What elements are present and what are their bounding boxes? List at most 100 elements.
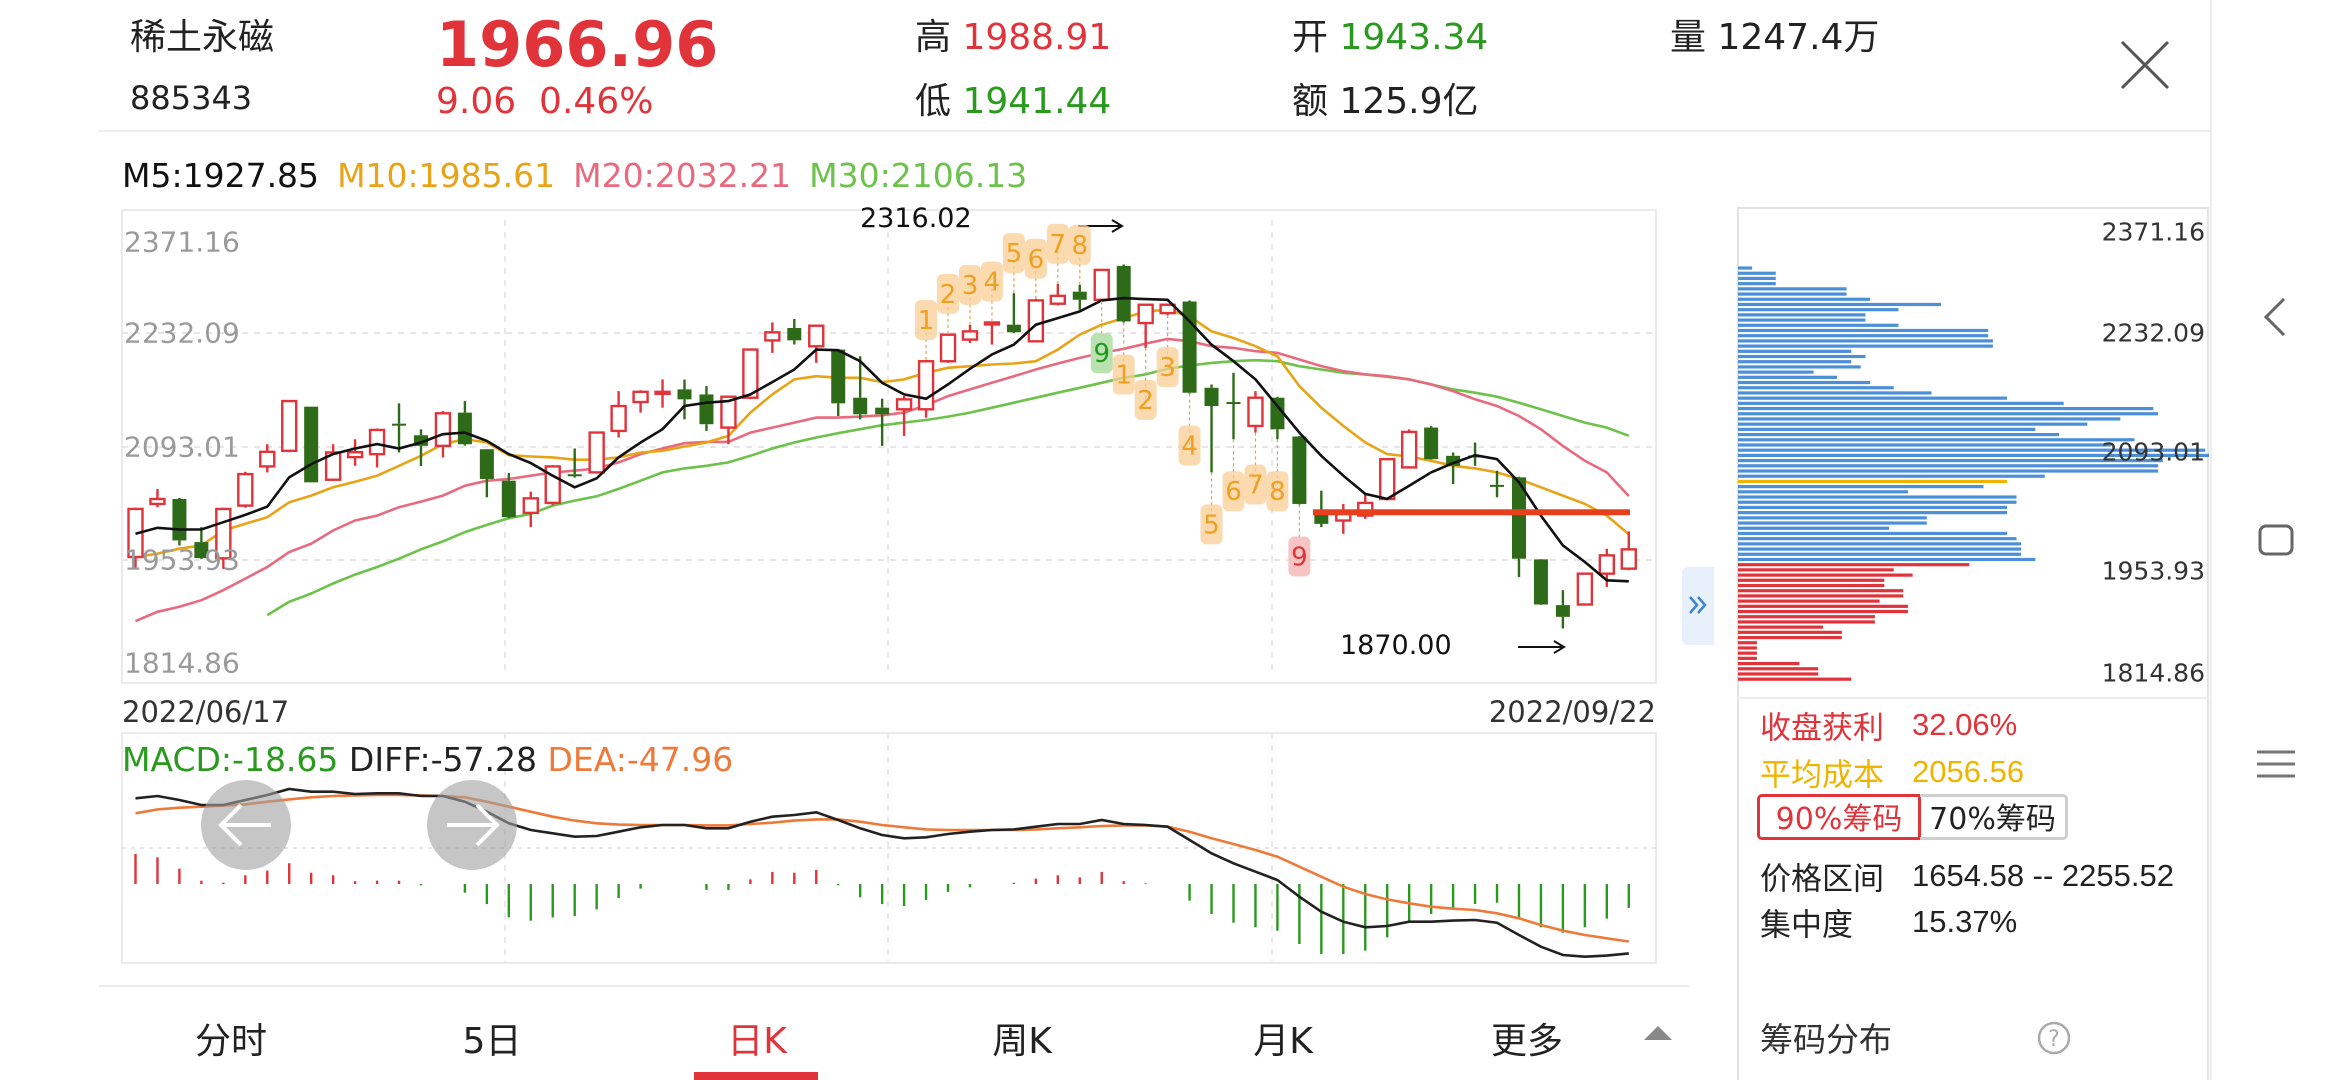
candle-body — [1490, 484, 1505, 487]
chip-bar — [1738, 474, 2045, 478]
candle-body — [194, 542, 209, 559]
tab-3[interactable]: 日K — [727, 1021, 787, 1062]
chip-divider — [1737, 697, 2209, 699]
chip-bar — [1738, 349, 1852, 353]
menu-lines-icon[interactable] — [2255, 748, 2297, 784]
chip-bar — [1738, 438, 2135, 442]
td-marker-bg — [1156, 347, 1179, 388]
candle-body — [149, 497, 166, 506]
td-marker-number: 8 — [1269, 477, 1286, 507]
chip-bar — [1738, 328, 1989, 333]
candle — [1093, 268, 1110, 302]
candle — [1335, 503, 1352, 534]
td-marker-number: 5 — [1203, 510, 1220, 540]
stock-code: 885343 — [130, 79, 253, 117]
tab-4[interactable]: 周K — [992, 1021, 1052, 1062]
volume-stat: 量 1247.4万 — [1670, 18, 1879, 58]
td-marker-number: 8 — [1072, 231, 1089, 261]
profit-label: 收盘获利 — [1760, 710, 1884, 747]
td-marker-bg — [1024, 238, 1047, 279]
close-x-icon[interactable] — [2118, 38, 2172, 92]
td-marker: 5 — [1002, 233, 1025, 274]
tab-2[interactable]: 5日 — [462, 1021, 522, 1062]
candle — [983, 321, 1001, 345]
td-marker: 1 — [1112, 354, 1135, 395]
chip-price-label: 1814.86 — [2101, 658, 2205, 688]
tab-5[interactable]: 月K — [1253, 1021, 1313, 1062]
chip-bar — [1738, 563, 1970, 567]
chip-bar — [1738, 630, 1842, 634]
td-marker-number: 1 — [1115, 360, 1132, 390]
back-chevron-icon[interactable] — [2258, 295, 2292, 343]
chip-90-button[interactable]: 90%筹码 — [1757, 794, 1921, 840]
td-marker: 5 — [1200, 504, 1223, 545]
candle — [875, 398, 890, 446]
candle — [1555, 590, 1570, 629]
chip-bar — [1738, 620, 1875, 624]
td-marker: 6 — [1024, 238, 1047, 279]
tab-6[interactable]: 更多 — [1490, 1021, 1564, 1062]
more-up-triangle-icon[interactable] — [1644, 1024, 1672, 1044]
candle — [1400, 429, 1418, 469]
question-circle-icon[interactable]: ? — [2036, 1020, 2072, 1060]
candle — [1116, 264, 1131, 323]
candle-body — [983, 321, 1001, 326]
y-tick-label: 1953.93 — [124, 543, 240, 577]
change-value: 9.06 — [436, 81, 517, 122]
candle — [368, 428, 386, 468]
chip-bar — [1738, 526, 1890, 530]
chip-70-button[interactable]: 70%筹码 — [1920, 794, 2068, 840]
high-stat: 高 1988.91 — [915, 18, 1111, 58]
chip-bar — [1738, 485, 1984, 489]
td-marker-bg — [1244, 464, 1267, 505]
chip-bar — [1738, 276, 1776, 281]
chip-bar — [1738, 344, 1993, 348]
scroll-prev-button[interactable] — [201, 780, 291, 870]
ma-legend-item: M30:2106.13 — [809, 156, 1028, 195]
td-marker: 4 — [1178, 425, 1201, 466]
candle — [720, 395, 737, 445]
chip-bar — [1738, 271, 1776, 275]
td-marker-bg — [937, 273, 960, 314]
td-marker-bg — [915, 300, 938, 341]
chip-bar — [1738, 365, 1861, 369]
td-marker-bg — [1002, 233, 1025, 274]
chip-bar — [1738, 542, 2022, 546]
chip-bar — [1738, 360, 1852, 364]
candle — [1137, 303, 1154, 348]
candle-body — [172, 498, 187, 541]
candle-body — [259, 450, 276, 468]
low-label: 低 — [915, 81, 952, 122]
chip-bar — [1738, 677, 1852, 681]
open-stat: 开 1943.34 — [1292, 18, 1488, 58]
chip-bar — [1738, 380, 1871, 385]
tab-1[interactable]: 分时 — [194, 1021, 268, 1062]
active-tab-indicator — [694, 1072, 818, 1080]
tabs-divider — [99, 985, 1689, 987]
candle — [831, 349, 846, 416]
profit-value: 32.06% — [1912, 707, 2018, 742]
end-date: 2022/09/22 — [1488, 695, 1656, 729]
candle-body — [875, 407, 890, 415]
chip-bar — [1738, 432, 2059, 437]
candle-body — [917, 360, 935, 411]
candle-body — [501, 480, 516, 518]
chip-bar — [1738, 583, 1885, 588]
avg-cost-value: 2056.56 — [1912, 754, 2025, 789]
candle — [1226, 372, 1241, 440]
expand-chips-button[interactable] — [1682, 567, 1714, 645]
scroll-next-button[interactable] — [427, 780, 517, 870]
chip-bar — [1738, 511, 2008, 515]
candle-body — [1270, 397, 1285, 430]
diff-value: DIFF:-57.28 — [348, 740, 537, 779]
chip-price-label: 2371.16 — [2101, 217, 2205, 247]
home-square-icon[interactable] — [2256, 520, 2296, 564]
candle-body — [544, 465, 561, 505]
candle-body — [720, 395, 737, 429]
candle-body — [1137, 303, 1154, 325]
candle — [567, 448, 582, 478]
td-marker-bg — [1178, 425, 1201, 466]
volume-value: 1247.4万 — [1717, 17, 1880, 58]
chip-bar — [1738, 406, 2154, 411]
